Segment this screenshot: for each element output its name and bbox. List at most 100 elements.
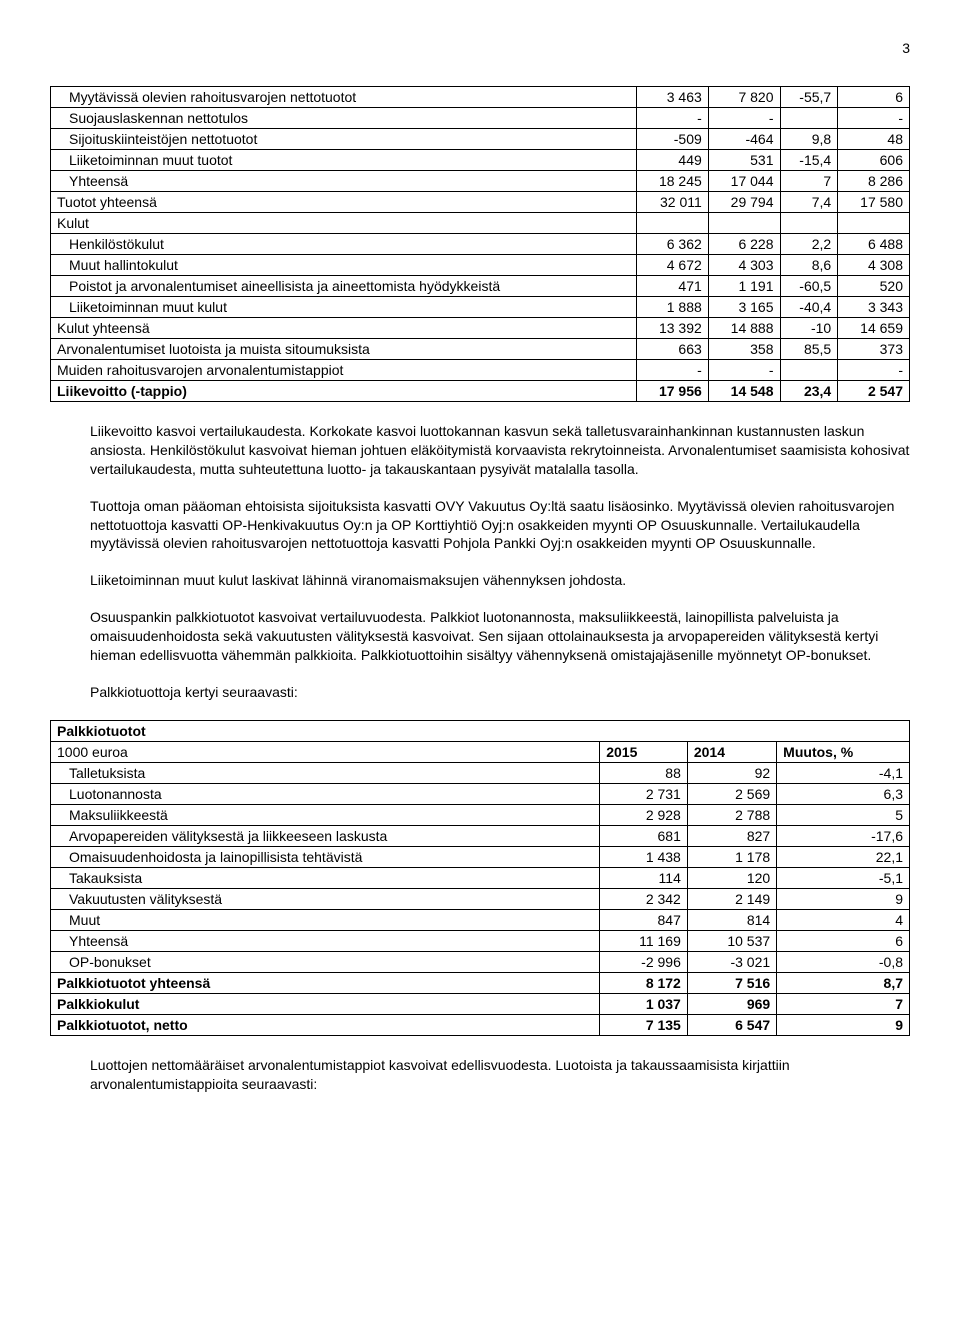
fee-table-row-label: Palkkiotuotot yhteensä [51, 972, 600, 993]
page-number: 3 [50, 40, 910, 56]
table-cell: 13 392 [637, 318, 709, 339]
fee-table-column-header: Muutos, % [777, 741, 910, 762]
table-cell: 471 [637, 276, 709, 297]
fee-table-cell: 7 135 [600, 1014, 688, 1035]
fee-table-row-label: Palkkiokulut [51, 993, 600, 1014]
table-cell: -509 [637, 129, 709, 150]
fee-table-cell: 7 [777, 993, 910, 1014]
table-row-label: Arvonalentumiset luotoista ja muista sit… [51, 339, 637, 360]
table-row-label: Henkilöstökulut [51, 234, 637, 255]
fee-table-cell: 1 438 [600, 846, 688, 867]
body-paragraph: Osuuspankin palkkiotuotot kasvoivat vert… [90, 608, 910, 665]
table-cell: 4 672 [637, 255, 709, 276]
fee-table-cell: 8,7 [777, 972, 910, 993]
fee-table-cell: 2 149 [687, 888, 776, 909]
fee-table-row-label: Maksuliikkeestä [51, 804, 600, 825]
fee-table-cell: 847 [600, 909, 688, 930]
table-row-label: Liikevoitto (-tappio) [51, 381, 637, 402]
fee-table-cell: 2 569 [687, 783, 776, 804]
table-cell: 17 044 [708, 171, 780, 192]
table-cell [780, 108, 838, 129]
table-cell [637, 213, 709, 234]
fee-table-cell: 114 [600, 867, 688, 888]
fee-table-cell: -4,1 [777, 762, 910, 783]
fee-table-row-label: Takauksista [51, 867, 600, 888]
fee-table-row-label: Muut [51, 909, 600, 930]
table-cell: 14 548 [708, 381, 780, 402]
fee-table-cell: 6 [777, 930, 910, 951]
fee-table-cell: 11 169 [600, 930, 688, 951]
fee-table-cell: 8 172 [600, 972, 688, 993]
fee-table-subtitle: 1000 euroa [51, 741, 600, 762]
table-cell: 1 191 [708, 276, 780, 297]
table-cell: 6 228 [708, 234, 780, 255]
table-cell: 2,2 [780, 234, 838, 255]
table-cell: 3 343 [838, 297, 910, 318]
fee-table-cell: 969 [687, 993, 776, 1014]
fee-table-column-header: 2014 [687, 741, 776, 762]
table-row-label: Muiden rahoitusvarojen arvonalentumistap… [51, 360, 637, 381]
fee-table-column-header: 2015 [600, 741, 688, 762]
table-cell: 17 956 [637, 381, 709, 402]
table-cell: 32 011 [637, 192, 709, 213]
table-row-label: Sijoituskiinteistöjen nettotuotot [51, 129, 637, 150]
table-cell: 23,4 [780, 381, 838, 402]
table-row-label: Yhteensä [51, 171, 637, 192]
table-cell: - [708, 108, 780, 129]
fee-table-row-label: Yhteensä [51, 930, 600, 951]
table-cell: 373 [838, 339, 910, 360]
fee-table-cell: 2 731 [600, 783, 688, 804]
table-cell: 8 286 [838, 171, 910, 192]
fee-table-cell: 120 [687, 867, 776, 888]
fee-table-cell: -17,6 [777, 825, 910, 846]
body-paragraph: Liiketoiminnan muut kulut laskivat lähin… [90, 571, 910, 590]
fee-table-cell: 1 037 [600, 993, 688, 1014]
fee-table-cell: 7 516 [687, 972, 776, 993]
body-paragraph: Liikevoitto kasvoi vertailukaudesta. Kor… [90, 422, 910, 479]
closing-paragraph: Luottojen nettomääräiset arvonalentumist… [90, 1056, 910, 1094]
table-cell: 29 794 [708, 192, 780, 213]
table-row-label: Liiketoiminnan muut tuotot [51, 150, 637, 171]
table-row-label: Liiketoiminnan muut kulut [51, 297, 637, 318]
table-cell: - [637, 360, 709, 381]
table-row-label: Myytävissä olevien rahoitusvarojen netto… [51, 87, 637, 108]
fee-table-cell: 5 [777, 804, 910, 825]
table-cell: - [708, 360, 780, 381]
table-cell: 18 245 [637, 171, 709, 192]
body-paragraph: Palkkiotuottoja kertyi seuraavasti: [90, 683, 910, 702]
table-cell: 4 308 [838, 255, 910, 276]
table-cell: 14 888 [708, 318, 780, 339]
financial-summary-table: Myytävissä olevien rahoitusvarojen netto… [50, 86, 910, 402]
fee-table-cell: -2 996 [600, 951, 688, 972]
table-row-label: Kulut yhteensä [51, 318, 637, 339]
fee-table-cell: -0,8 [777, 951, 910, 972]
table-cell: - [637, 108, 709, 129]
fee-table-cell: 814 [687, 909, 776, 930]
fee-table-row-label: Talletuksista [51, 762, 600, 783]
table-row-label: Tuotot yhteensä [51, 192, 637, 213]
fee-table-cell: 681 [600, 825, 688, 846]
fee-table-cell: 22,1 [777, 846, 910, 867]
table-cell [708, 213, 780, 234]
table-cell: 3 463 [637, 87, 709, 108]
table-cell: 1 888 [637, 297, 709, 318]
table-row-label: Poistot ja arvonalentumiset aineellisist… [51, 276, 637, 297]
table-cell: 520 [838, 276, 910, 297]
fee-table-title: Palkkiotuotot [51, 720, 910, 741]
fee-table-row-label: Vakuutusten välityksestä [51, 888, 600, 909]
table-cell: 8,6 [780, 255, 838, 276]
fee-table-cell: 6 547 [687, 1014, 776, 1035]
table-cell: 449 [637, 150, 709, 171]
table-cell: 48 [838, 129, 910, 150]
table-cell: 606 [838, 150, 910, 171]
table-cell: 531 [708, 150, 780, 171]
fee-income-table: Palkkiotuotot1000 euroa20152014Muutos, %… [50, 720, 910, 1036]
table-cell: - [838, 360, 910, 381]
table-cell: 7 820 [708, 87, 780, 108]
fee-table-cell: 92 [687, 762, 776, 783]
fee-table-cell: 1 178 [687, 846, 776, 867]
table-cell: 14 659 [838, 318, 910, 339]
fee-table-cell: 88 [600, 762, 688, 783]
table-cell: -15,4 [780, 150, 838, 171]
fee-table-row-label: Luotonannosta [51, 783, 600, 804]
